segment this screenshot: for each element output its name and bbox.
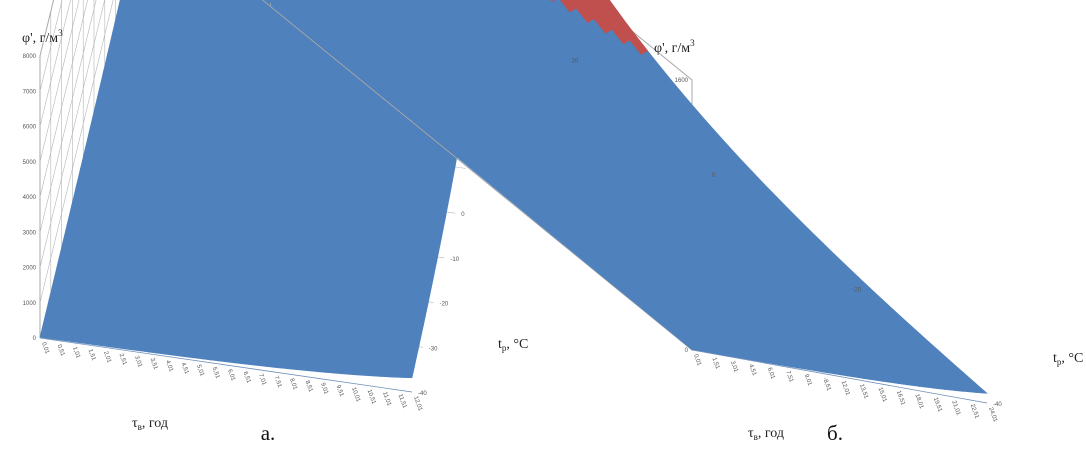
surface-cell <box>182 0 192 2</box>
z-axis-title-sup: 3 <box>58 28 63 38</box>
z-gridline <box>39 0 105 268</box>
x-tick-label: 6,51 <box>242 371 252 385</box>
surface-cell <box>133 0 145 9</box>
x-tick-label: 1,01 <box>71 346 81 360</box>
z-axis-title: φ', г/м3 <box>654 38 695 56</box>
z-gridline <box>39 0 114 303</box>
x-tick-label: 9,51 <box>335 384 345 398</box>
y-tick-label: -10 <box>450 257 459 263</box>
x-tick-label: 21,01 <box>950 400 961 417</box>
surface-cell <box>236 0 246 3</box>
y-tick-label: -40 <box>993 402 1002 408</box>
x-tick-label: 11,51 <box>397 393 408 409</box>
z-tick-label: 4000 <box>23 195 37 201</box>
z-gridline <box>39 0 80 162</box>
x-tick-label: 8,01 <box>288 378 298 392</box>
x-tick-label: 9,01 <box>803 374 813 388</box>
x-tick-label: 0,01 <box>40 342 50 356</box>
x-tick-label: 8,51 <box>304 380 314 394</box>
x-tick-label: 4,01 <box>164 360 174 374</box>
x-tick-label: 7,51 <box>784 370 794 384</box>
y-tick-label: 20 <box>572 59 579 65</box>
surface-cell <box>126 0 137 8</box>
x-tick-label: 13,51 <box>858 383 869 400</box>
x-axis-title: τв, год <box>132 416 168 432</box>
surface-cell <box>252 0 262 3</box>
z-tick-label: 8000 <box>23 54 37 60</box>
x-tick-label: 1,51 <box>711 357 721 371</box>
chart-caption: а. <box>261 421 276 445</box>
x-tick-label: 0,01 <box>692 354 702 368</box>
y-tick-label: 0 <box>461 212 465 218</box>
z-gridline <box>39 0 88 198</box>
x-axis-title-rest: , год <box>142 416 168 431</box>
z-gridline <box>39 0 97 233</box>
x-tick-label: 7,01 <box>257 373 267 387</box>
x-tick-label: 1,51 <box>87 348 97 362</box>
chart-caption: б. <box>827 421 843 445</box>
y-axis-title-rest: , °C <box>1061 351 1083 366</box>
y-tick-label: -30 <box>429 346 438 352</box>
surface-cell <box>205 0 215 3</box>
x-tick-label: 4,51 <box>747 364 757 378</box>
x-tick-label: 4,51 <box>180 362 190 376</box>
z-tick-label: 6000 <box>23 125 37 131</box>
x-tick-label: 6,01 <box>766 367 776 381</box>
z-axis-title-sup: 3 <box>690 38 695 48</box>
x-tick-label: 7,51 <box>273 375 283 389</box>
x-axis-title: τв, год <box>748 426 784 442</box>
surface-cell <box>118 0 129 7</box>
surface-cell <box>174 0 184 2</box>
surface-cell <box>244 0 254 3</box>
y-tick-label: -20 <box>853 288 862 294</box>
x-tick-label: 3,01 <box>133 355 143 369</box>
x-tick-label: 18,01 <box>913 393 924 410</box>
x-tick-label: 6,01 <box>226 369 236 383</box>
surface-cell <box>229 0 239 3</box>
y-axis-title: tр, °C <box>1053 351 1083 367</box>
surface-cell <box>221 0 231 3</box>
x-tick-label: 11,01 <box>381 391 392 407</box>
x-tick-label: 2,01 <box>102 351 112 365</box>
x-tick-label: 5,51 <box>211 366 221 380</box>
x-tick-label: 19,51 <box>932 397 943 414</box>
x-tick-label: 15,01 <box>877 387 888 404</box>
z-tick-label: 7000 <box>23 89 37 95</box>
z-tick-label: 1600 <box>675 78 689 84</box>
x-tick-label: 10,51 <box>366 389 377 406</box>
z-tick-label: 1000 <box>23 301 37 307</box>
x-tick-label: 12,01 <box>840 380 851 397</box>
x-tick-label: 0,51 <box>56 344 66 358</box>
x-tick-label: 2,51 <box>118 353 128 367</box>
z-axis-title: φ', г/м3 <box>22 28 63 46</box>
z-tick-label: 0 <box>685 348 689 354</box>
x-tick-label: 3,01 <box>729 360 739 374</box>
z-tick-label: 3000 <box>23 230 37 236</box>
surface-cell <box>213 0 223 3</box>
x-tick-label: 9,01 <box>319 382 329 396</box>
z-tick-label: 5000 <box>23 160 37 166</box>
x-tick-label: 24,01 <box>987 407 998 424</box>
y-tick-label: -20 <box>440 302 449 308</box>
x-tick-label: 12,01 <box>412 396 423 413</box>
x-tick-label: 10,01 <box>350 387 361 404</box>
z-tick-label: 2000 <box>23 266 37 272</box>
surface-cell <box>190 0 200 2</box>
x-tick-label: 22,51 <box>969 403 980 420</box>
x-axis-title-rest: , год <box>758 426 784 441</box>
y-axis-title: tр, °C <box>498 337 528 353</box>
surface-cell <box>157 0 168 11</box>
x-tick-label: -8,51 <box>821 377 832 393</box>
surface-cell <box>198 0 207 3</box>
x-tick-label: 16,51 <box>895 390 906 407</box>
z-tick-label: 0 <box>33 336 37 342</box>
x-tick-label: 3,51 <box>149 357 159 371</box>
y-axis-title-rest: , °C <box>506 337 528 352</box>
surface-cell <box>149 0 160 10</box>
y-tick-label: -40 <box>418 391 427 397</box>
x-tick-label: 5,01 <box>195 364 205 378</box>
surface-cell <box>141 0 153 9</box>
